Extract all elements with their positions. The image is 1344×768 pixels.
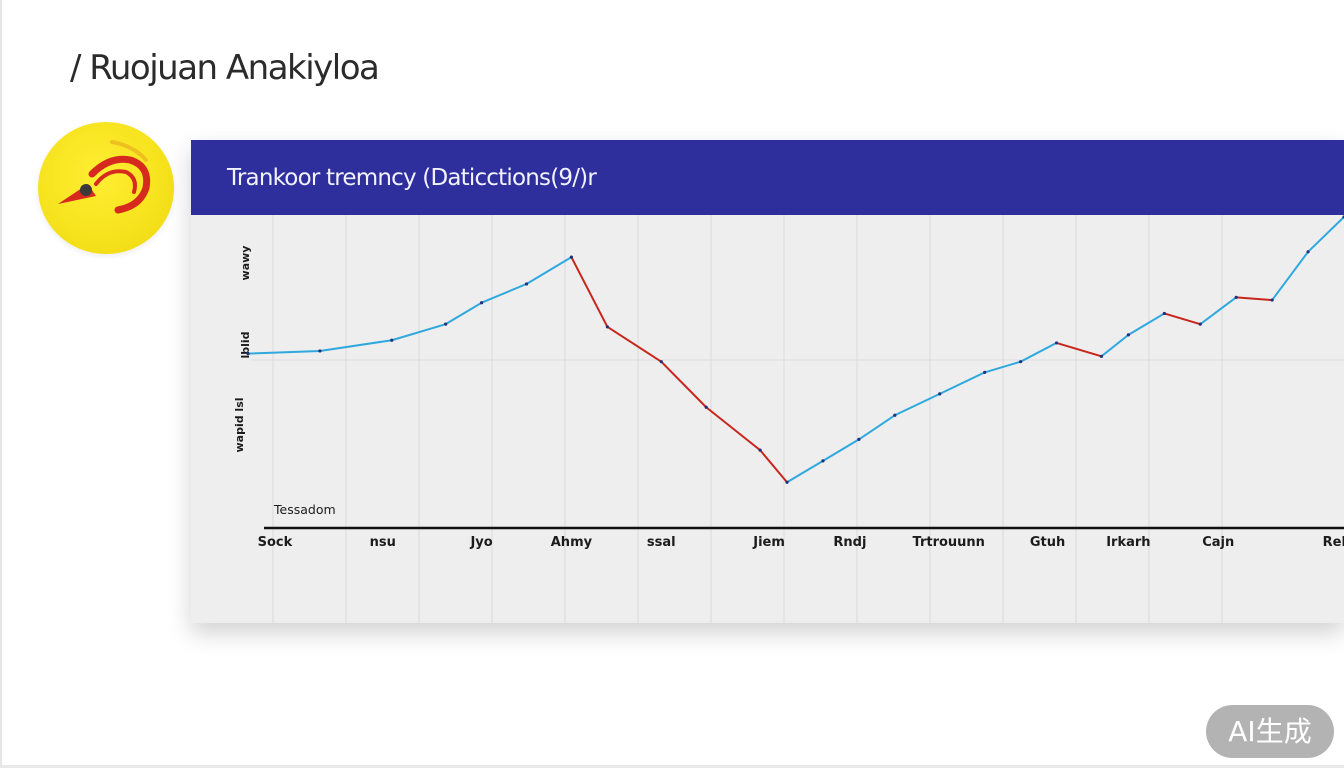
data-point: [1234, 295, 1238, 299]
x-tick-label: Gtuh: [1030, 535, 1065, 550]
data-point: [1270, 298, 1274, 302]
series-segment: [821, 438, 860, 462]
series-segment: [390, 323, 447, 342]
x-tick-label: nsu: [370, 535, 396, 550]
chart-card: Trankoor tremncy (Daticctions(9/)r Sock n…: [191, 140, 1344, 623]
y-tick-label: wapid lsl: [233, 397, 246, 452]
data-point: [938, 392, 942, 396]
data-point: [390, 338, 394, 342]
series-segment: [1055, 341, 1103, 358]
series-segment: [893, 392, 941, 417]
series-segment: [525, 256, 573, 285]
y-tick-label: wawy: [239, 246, 252, 281]
data-point: [1306, 250, 1310, 254]
x-tick-label: Sock: [258, 535, 293, 550]
x-tick-label: Ahmy: [551, 535, 593, 550]
series-segment: [1199, 296, 1238, 326]
data-point: [704, 405, 708, 409]
series-segment: [1271, 250, 1310, 302]
series-segment: [1127, 312, 1166, 336]
data-point: [659, 360, 663, 364]
series-segment: [983, 360, 1022, 374]
data-point: [569, 255, 574, 259]
series-segment: [606, 325, 663, 363]
chart-title: Trankoor tremncy (Daticctions(9/)r: [227, 165, 597, 191]
data-point: [1198, 322, 1202, 326]
series-segment: [1307, 215, 1344, 253]
series-segment: [759, 449, 789, 484]
data-point: [857, 437, 861, 441]
data-point: [444, 322, 448, 326]
data-point: [1162, 311, 1166, 316]
x-tick-label: ssal: [647, 535, 676, 550]
data-point: [524, 282, 529, 286]
x-tick-label: Trtrouunn: [913, 535, 985, 550]
data-point: [480, 301, 484, 305]
data-point: [983, 370, 987, 374]
app-title: / Ruojuan Anakiyloa: [70, 48, 380, 88]
whistle-icon: [58, 140, 151, 214]
series-segment: [857, 414, 896, 441]
y-tick-label: lblid: [239, 331, 252, 358]
series-segment: [660, 360, 708, 409]
data-point: [1054, 341, 1059, 345]
x-tick-label: Jiem: [752, 535, 785, 550]
data-point: [821, 459, 825, 463]
data-point: [318, 349, 322, 353]
series-segment: [1163, 312, 1202, 326]
x-tick-label: Rekar: [1323, 535, 1344, 550]
x-tick-label: Irkarh: [1106, 535, 1150, 550]
data-point: [758, 448, 762, 452]
series-segment: [938, 371, 986, 395]
data-point: [785, 480, 789, 484]
data-point: [1019, 360, 1023, 364]
series-segment: [1235, 296, 1274, 302]
series-segment: [444, 301, 483, 326]
x-tick-label: Rndj: [833, 535, 866, 550]
chart-header: Trankoor tremncy (Daticctions(9/)r: [191, 140, 1344, 215]
series-segment: [480, 282, 528, 304]
chart-annotation: Tessadom: [273, 502, 336, 517]
logo: [38, 122, 174, 254]
x-tick-label: Cajn: [1202, 535, 1234, 550]
data-point: [246, 352, 250, 356]
data-point: [1126, 333, 1130, 337]
x-tick-label: Jyo: [469, 535, 492, 550]
data-point: [605, 325, 609, 329]
data-point: [1099, 354, 1104, 358]
series-segment: [705, 406, 762, 452]
series-segment: [570, 256, 609, 328]
series-segment: [318, 339, 393, 352]
series-segment: [786, 459, 824, 484]
series-segment: [1100, 333, 1130, 358]
ai-generated-badge: AI生成: [1206, 705, 1334, 758]
chart-plot: Sock nsu Jyo Ahmy ssal Jiem Rndj Trtrouunn Gtuh I…: [233, 215, 1344, 623]
series-segment: [247, 349, 321, 355]
data-point: [893, 413, 897, 417]
series-segment: [1019, 341, 1058, 363]
